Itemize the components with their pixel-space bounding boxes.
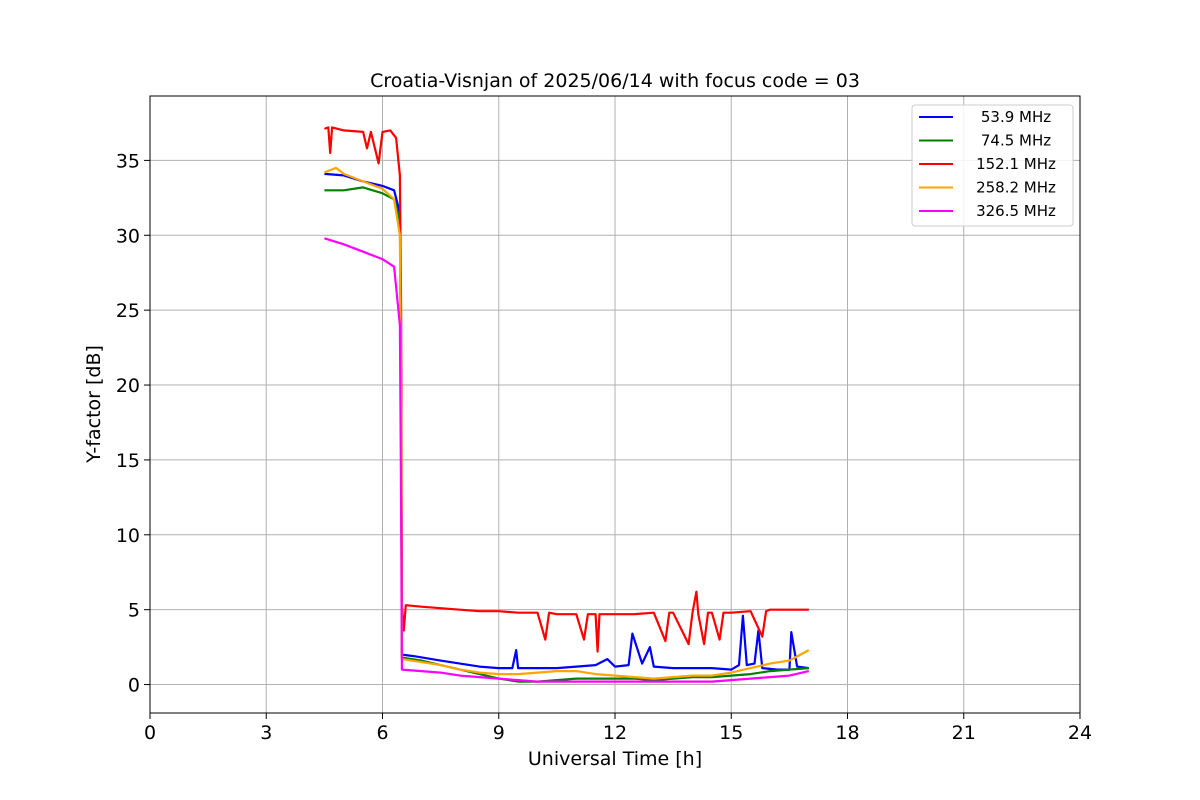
legend-label-1: 53.9 MHz: [981, 108, 1051, 126]
series-line-5: [324, 237, 810, 683]
y-tick-label: 15: [116, 450, 140, 472]
legend-label-3: 152.1 MHz: [976, 155, 1056, 173]
legend-box: [911, 104, 1074, 227]
x-tick-label: 24: [1068, 722, 1092, 744]
x-tick-label: 12: [603, 722, 627, 744]
legend-label-5: 326.5 MHz: [976, 202, 1056, 220]
x-tick-label: 21: [952, 722, 976, 744]
y-tick-label: 10: [116, 525, 140, 547]
series-lines: [324, 126, 810, 683]
series-line-1: [324, 172, 809, 671]
grid-lines: [149, 96, 1081, 713]
y-tick-label: 35: [116, 150, 140, 172]
y-axis-label: Y-factor [dB]: [83, 345, 105, 464]
x-axis-ticks: 0 3 6 9 12 15 18 21 24: [144, 713, 1092, 744]
y-axis-ticks: 0 5 10 15 20 25 30 35: [116, 150, 150, 697]
y-tick-label: 0: [128, 675, 140, 697]
chart-title: Croatia-Visnjan of 2025/06/14 with focus…: [370, 70, 860, 92]
legend-label-4: 258.2 MHz: [976, 179, 1056, 197]
y-tick-label: 30: [116, 225, 140, 247]
x-tick-label: 3: [260, 722, 272, 744]
series-line-2: [324, 186, 809, 683]
x-tick-label: 18: [835, 722, 859, 744]
x-tick-label: 0: [144, 722, 156, 744]
y-tick-label: 20: [116, 375, 140, 397]
x-axis-label: Universal Time [h]: [528, 748, 702, 770]
series-line-4: [324, 166, 810, 680]
x-tick-label: 15: [719, 722, 743, 744]
y-tick-label: 5: [128, 600, 140, 622]
x-tick-label: 6: [376, 722, 388, 744]
legend-label-2: 74.5 MHz: [981, 132, 1051, 150]
series-line-3: [324, 126, 809, 653]
x-tick-label: 9: [493, 722, 505, 744]
y-tick-label: 25: [116, 300, 140, 322]
legend: 53.9 MHz 74.5 MHz 152.1 MHz 258.2 MHz 32…: [911, 104, 1074, 227]
